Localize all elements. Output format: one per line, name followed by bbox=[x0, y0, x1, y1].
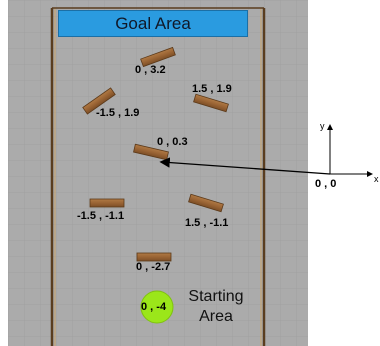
obstacle-0-3.2 bbox=[140, 46, 176, 68]
obstacle-label: 1.5 , -1.1 bbox=[185, 217, 229, 229]
obstacle-label: 0 , 0.3 bbox=[157, 136, 188, 148]
obstacle-label: -1.5 , -1.1 bbox=[77, 210, 125, 222]
obstacle-1.5-neg1.1 bbox=[188, 193, 224, 213]
origin-label: 0 , 0 bbox=[315, 178, 337, 190]
start-area-circle bbox=[140, 290, 174, 324]
x-axis-label: x bbox=[374, 174, 379, 184]
obstacle-label: -1.5 , 1.9 bbox=[96, 107, 140, 119]
goal-area: Goal Area bbox=[58, 10, 248, 37]
obstacle-label: 0 , -2.7 bbox=[136, 261, 171, 273]
starting-area-label: Starting Area bbox=[188, 288, 244, 325]
obstacle-label: 0 , 3.2 bbox=[135, 64, 166, 76]
obstacle-0-neg2.7 bbox=[136, 252, 172, 262]
obstacle-neg1.5-neg1.1 bbox=[89, 198, 125, 208]
obstacle-neg1.5-1.9 bbox=[82, 87, 116, 115]
goal-area-label: Goal Area bbox=[115, 13, 191, 33]
obstacle-1.5-1.9 bbox=[193, 93, 229, 113]
y-axis-label: y bbox=[320, 121, 325, 131]
origin-arrow bbox=[159, 157, 331, 175]
obstacle-0-0.3 bbox=[133, 143, 169, 161]
obstacle-label: 1.5 , 1.9 bbox=[192, 83, 232, 95]
start-coord-label: 0 , -4 bbox=[141, 301, 167, 313]
